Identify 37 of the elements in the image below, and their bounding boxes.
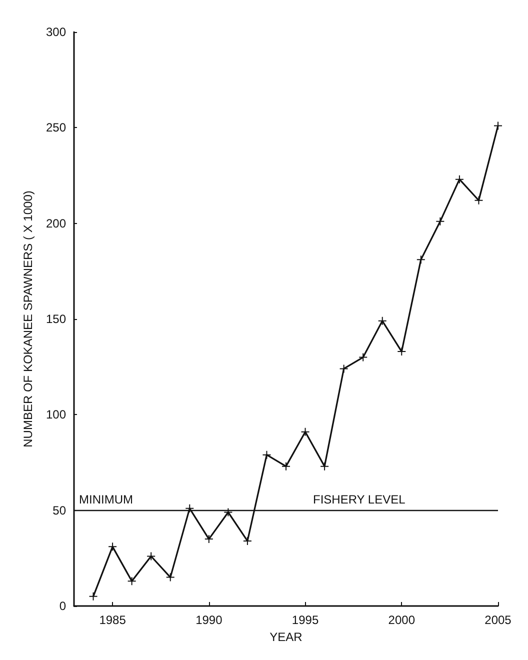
- point: [108, 542, 118, 552]
- point: [378, 316, 387, 326]
- point: [320, 462, 330, 471]
- y-tick-label: 50: [52, 503, 66, 518]
- y-tick-label: 100: [46, 408, 66, 422]
- point: [185, 504, 194, 513]
- y-tick-label: 250: [46, 120, 66, 135]
- x-tick-label: 1995: [292, 613, 319, 627]
- point: [300, 427, 310, 436]
- y-tick-label: 300: [46, 25, 66, 39]
- y-tick-label: 0: [59, 599, 66, 613]
- y-axis-title: NUMBER OF KOKANEE SPAWNERS ( X 1000): [21, 190, 35, 448]
- point: [127, 576, 136, 586]
- point: [88, 592, 98, 601]
- point: [358, 352, 368, 362]
- text: MINIMUM FISHERY LEVEL: [79, 492, 406, 506]
- y-tick-label: 200: [46, 216, 66, 230]
- point: [224, 508, 233, 517]
- point: [416, 255, 426, 264]
- point: [166, 572, 175, 582]
- point: [204, 534, 214, 544]
- x-tick-label: 2005: [484, 613, 512, 627]
- x-tick-label: 2000: [388, 613, 416, 627]
- point: [262, 450, 272, 460]
- point: [242, 536, 252, 546]
- point: [282, 462, 290, 471]
- point: [494, 121, 502, 130]
- x-tick-label: 1990: [196, 613, 223, 627]
- point: [436, 216, 445, 226]
- point: [474, 196, 484, 205]
- point: [454, 174, 464, 184]
- y-tick-label: 150: [46, 312, 66, 326]
- point: [339, 364, 348, 374]
- x-axis-title: YEAR: [270, 630, 303, 644]
- point: [397, 347, 406, 356]
- point: [146, 552, 156, 561]
- x-tick-label: 1985: [99, 613, 126, 627]
